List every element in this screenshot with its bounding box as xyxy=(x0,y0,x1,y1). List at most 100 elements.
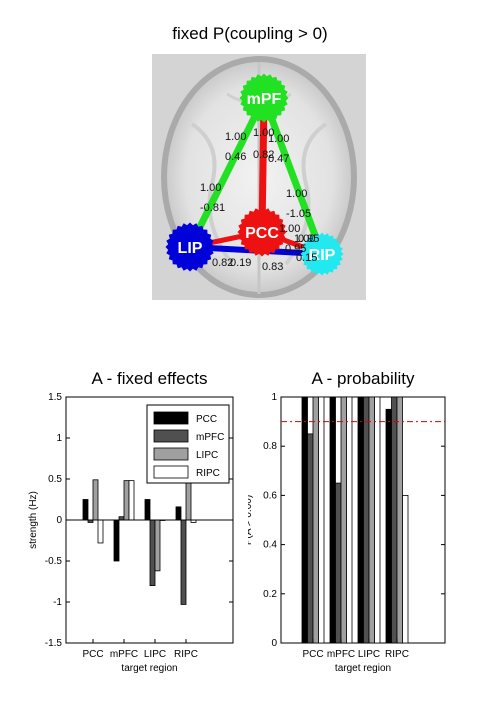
bar-pcc-lipc xyxy=(312,396,319,644)
edge-label: 0.19 xyxy=(230,257,251,269)
node-label: PCC xyxy=(245,225,279,242)
edge-label: 1.00 xyxy=(279,223,300,235)
bar-pcc-pcc xyxy=(301,396,308,644)
y-axis-label: P(A > 0.00) xyxy=(248,495,254,545)
bar-lipc-pcc xyxy=(144,499,151,521)
bar-lipc-pcc xyxy=(357,396,364,644)
legend-swatch xyxy=(153,411,189,425)
node-circle xyxy=(239,73,289,123)
edge-label: 0.82 xyxy=(253,149,274,161)
x-tick-label: PCC xyxy=(82,649,103,660)
bar-ripc-mpfc xyxy=(180,519,187,605)
legend-label: LIPC xyxy=(196,450,218,461)
bar-mpfc-pcc xyxy=(329,396,336,644)
edge-label: 1.00 xyxy=(225,131,246,143)
network-node-rip: RIP xyxy=(300,232,344,276)
bar-lipc-mpfc xyxy=(149,519,156,586)
main-title: fixed P(coupling > 0) xyxy=(172,24,328,43)
network-edge xyxy=(260,96,326,256)
edge-label: -1.05 xyxy=(286,208,311,220)
edge-label: 1.00 xyxy=(286,188,307,200)
node-label: LIP xyxy=(178,240,203,257)
bar-lipc-lipc xyxy=(154,519,161,572)
x-tick-label: RIPC xyxy=(385,649,409,660)
legend-label: RIPC xyxy=(196,468,220,479)
bar-ripc-mpfc xyxy=(391,396,398,644)
y-tick-label: -1.5 xyxy=(45,638,63,649)
y-tick-label: 0.6 xyxy=(263,490,277,501)
bar-ripc-pcc xyxy=(175,506,182,521)
bar-pcc-ripc xyxy=(97,519,104,544)
edge-label: 1.00 xyxy=(268,133,289,145)
bar-lipc-mpfc xyxy=(363,396,370,644)
bar-pcc-mpfc xyxy=(307,433,314,644)
y-tick-label: 1 xyxy=(271,392,277,403)
bar-ripc-lipc xyxy=(396,396,403,644)
x-tick-label: mPFC xyxy=(110,649,138,660)
bar-mpfc-pcc xyxy=(113,519,120,562)
edge-label: 0.15 xyxy=(296,252,317,264)
edge-label: 1.00 xyxy=(253,127,274,139)
x-tick-label: mPFC xyxy=(327,649,355,660)
bar-ripc-ripc xyxy=(402,494,409,644)
network-node-pcc: PCC xyxy=(237,207,287,257)
edge-label: 0.95 xyxy=(298,233,319,245)
edge-label: 1.00 xyxy=(200,182,221,194)
brain-network-graph: mPF LIP PCC RIP 1.00 0.46 1.00 0.82 1.00 0.47 1.0… xyxy=(152,54,366,300)
edge-label: 0.83 xyxy=(262,261,283,273)
x-tick-label: LIPC xyxy=(144,649,166,660)
chart-title: A - probability xyxy=(312,369,415,388)
x-tick-label: RIPC xyxy=(174,649,198,660)
network-node-mpf: mPF xyxy=(239,73,289,123)
edge-label: 0.82 xyxy=(212,257,233,269)
bar-lipc-ripc xyxy=(374,396,381,644)
bar-mpfc-ripc xyxy=(346,396,353,644)
y-axis-label: strength (Hz) xyxy=(28,491,39,549)
bar-mpfc-mpfc xyxy=(335,482,342,644)
y-tick-label: 0.8 xyxy=(263,441,277,452)
y-tick-label: -0.5 xyxy=(45,556,63,567)
x-tick-label: PCC xyxy=(302,649,323,660)
edge-label: 0.46 xyxy=(225,151,246,163)
bar-pcc-ripc xyxy=(318,396,325,644)
bar-mpfc-ripc xyxy=(128,480,135,521)
x-tick-label: LIPC xyxy=(358,649,380,660)
y-tick-label: 0.4 xyxy=(263,540,277,551)
y-tick-label: 0 xyxy=(56,515,62,526)
legend-label: mPFC xyxy=(196,432,224,443)
legend-label: PCC xyxy=(196,414,217,425)
edge-label: -0.81 xyxy=(200,202,225,214)
y-tick-label: 1 xyxy=(56,433,62,444)
chart-title: A - fixed effects xyxy=(92,369,208,388)
y-tick-label: 0.5 xyxy=(48,474,62,485)
node-circle xyxy=(237,207,287,257)
node-circle xyxy=(165,222,215,272)
bar-mpfc-lipc xyxy=(340,396,347,644)
edge-label: 0.47 xyxy=(268,153,289,165)
brain-network-panel: mPF LIP PCC RIP 1.00 0.46 1.00 0.82 1.00 0.47 1.0… xyxy=(152,54,366,300)
fixed-effects-chart: A - fixed effects -1.5 -1 -0.5 0 0.5 1 1.5 PCC mP… xyxy=(28,369,234,674)
bar-pcc-lipc xyxy=(92,479,99,521)
bar-mpfc-lipc xyxy=(123,480,130,521)
bar-lipc-lipc xyxy=(368,396,375,644)
bar-ripc-lipc xyxy=(185,479,192,521)
node-circle xyxy=(300,232,344,276)
y-tick-label: -1 xyxy=(53,597,62,608)
legend-swatch xyxy=(153,429,189,443)
bar-pcc-pcc xyxy=(82,499,89,521)
brain-sulcus-right xyxy=(284,122,328,266)
node-label: mPF xyxy=(247,91,282,108)
y-tick-label: 1.5 xyxy=(48,392,62,403)
legend: PCC mPFC LIPC RIPC xyxy=(146,404,230,484)
probability-chart: A - probability 0 0.2 0.4 0.6 0.8 1 PCC mPFC LIPC… xyxy=(248,369,446,674)
node-label: RIP xyxy=(309,247,336,264)
edge-label: 1.00 xyxy=(294,233,315,245)
legend-swatch xyxy=(153,447,189,461)
y-tick-label: 0 xyxy=(271,638,277,649)
bar-ripc-pcc xyxy=(385,408,392,644)
y-tick-label: 0.2 xyxy=(263,589,277,600)
edge-label: 0.95 xyxy=(285,243,306,255)
x-axis-label: target region xyxy=(121,663,177,674)
network-node-lip: LIP xyxy=(165,222,215,272)
legend-swatch xyxy=(153,465,189,479)
